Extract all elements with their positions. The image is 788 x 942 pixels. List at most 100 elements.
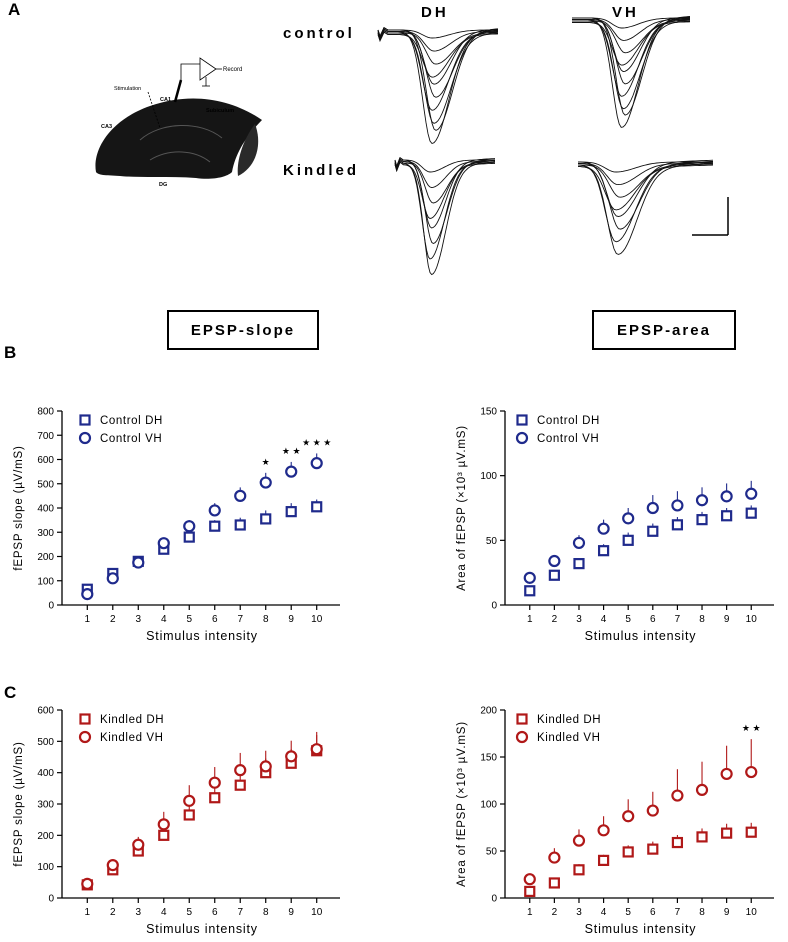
data-point xyxy=(157,537,170,550)
legend-label: Control DH xyxy=(537,415,600,427)
legend-label: Kindled DH xyxy=(537,714,601,726)
epsp-trace xyxy=(377,31,499,78)
x-tick-label: 7 xyxy=(237,907,243,918)
epsp-slope-box: EPSP-slope xyxy=(167,310,319,350)
data-point xyxy=(572,834,586,847)
chart-b-area: 0 50 100 150 1 2 3 4 5 6 7 8 9 10 Stimulus intensity Ar… xyxy=(456,407,774,643)
data-point xyxy=(183,520,196,533)
x-axis-label: Stimulus intensity xyxy=(585,922,697,936)
data-point xyxy=(573,864,585,876)
x-tick-label: 1 xyxy=(85,907,91,918)
x-tick-label: 8 xyxy=(699,907,705,918)
series-circle xyxy=(523,739,758,886)
x-tick-label: 1 xyxy=(527,614,533,625)
data-point xyxy=(745,507,757,519)
series-circle xyxy=(81,731,323,891)
y-tick-label: 100 xyxy=(480,471,497,482)
x-tick-label: 3 xyxy=(135,907,141,918)
data-point xyxy=(310,743,323,756)
data-point xyxy=(671,836,684,849)
epsp-trace xyxy=(572,17,691,128)
data-point xyxy=(696,831,708,843)
data-point xyxy=(646,501,659,515)
data-point xyxy=(721,510,733,522)
y-tick-label: 400 xyxy=(37,504,54,515)
scale-bar xyxy=(692,197,729,236)
legend-label: Control VH xyxy=(537,433,599,445)
y-tick-label: 200 xyxy=(37,552,54,563)
x-tick-label: 10 xyxy=(311,907,323,918)
x-tick-label: 2 xyxy=(552,614,558,625)
data-point xyxy=(158,829,170,841)
stimulation-pointer xyxy=(147,91,161,129)
data-point xyxy=(622,846,634,858)
legend-marker xyxy=(516,414,528,426)
data-point xyxy=(695,494,709,507)
x-tick-label: 6 xyxy=(650,614,656,625)
epsp-trace xyxy=(377,28,499,145)
epsp-trace xyxy=(377,31,499,124)
schematic-label-record: Record xyxy=(223,67,242,73)
data-point xyxy=(524,885,536,898)
epsp-trace xyxy=(577,161,714,243)
data-point xyxy=(234,764,247,777)
data-point xyxy=(106,858,119,872)
x-tick-label: 3 xyxy=(576,907,582,918)
data-point xyxy=(157,818,170,831)
x-tick-label: 9 xyxy=(288,614,294,625)
data-point xyxy=(745,826,757,838)
x-axis-label: Stimulus intensity xyxy=(585,629,697,643)
data-point xyxy=(572,536,586,550)
x-tick-label: 3 xyxy=(576,614,582,625)
data-point xyxy=(234,489,247,502)
traces-control-vh xyxy=(572,16,691,128)
y-tick-label: 0 xyxy=(491,894,497,905)
epsp-trace xyxy=(394,156,496,229)
data-point xyxy=(597,522,610,535)
schematic-label-ca1: CA1 xyxy=(160,97,171,103)
data-point xyxy=(311,501,323,513)
epsp-trace xyxy=(572,20,691,110)
data-point xyxy=(208,504,221,517)
y-tick-label: 0 xyxy=(491,601,497,612)
data-point xyxy=(524,585,536,597)
data-point xyxy=(745,487,758,500)
data-point xyxy=(671,519,684,531)
data-point xyxy=(548,554,561,568)
epsp-trace xyxy=(377,28,499,98)
epsp-area-box: EPSP-area xyxy=(592,310,736,350)
panel-letter-b: B xyxy=(4,343,17,362)
y-tick-label: 150 xyxy=(480,753,497,764)
epsp-trace xyxy=(578,164,714,211)
x-tick-label: 5 xyxy=(186,614,192,625)
y-tick-label: 100 xyxy=(37,862,54,873)
y-tick-label: 100 xyxy=(480,800,497,811)
data-point xyxy=(132,838,145,851)
x-tick-label: 8 xyxy=(699,614,705,625)
legend-label: Kindled DH xyxy=(100,714,164,726)
schematic-label-stimulation: Stimulation xyxy=(114,86,141,92)
data-point xyxy=(646,804,659,817)
y-tick-label: 150 xyxy=(480,407,497,418)
y-tick-label: 500 xyxy=(37,479,54,490)
legend-marker xyxy=(78,431,92,445)
data-point xyxy=(81,587,94,601)
data-point xyxy=(183,794,196,807)
epsp-trace xyxy=(377,30,498,65)
data-point xyxy=(622,810,635,823)
panel-letter-a: A xyxy=(8,0,21,19)
x-tick-label: 10 xyxy=(746,614,758,625)
data-point xyxy=(234,519,246,531)
x-tick-label: 9 xyxy=(288,907,294,918)
legend-marker xyxy=(515,431,529,445)
traces-control-dh xyxy=(377,27,499,145)
series-square xyxy=(524,505,757,597)
data-point xyxy=(285,506,297,518)
data-point xyxy=(745,765,758,779)
column-label-dh: DH xyxy=(421,4,449,21)
y-tick-label: 300 xyxy=(37,528,54,539)
x-tick-label: 8 xyxy=(263,614,269,625)
y-axis-label: Area of fEPSP (×10³ µV.mS) xyxy=(456,721,468,887)
x-tick-label: 8 xyxy=(263,907,269,918)
hippocampus-schematic: Stimulation CA1 CA3 Subiculum DG Record xyxy=(95,57,262,188)
